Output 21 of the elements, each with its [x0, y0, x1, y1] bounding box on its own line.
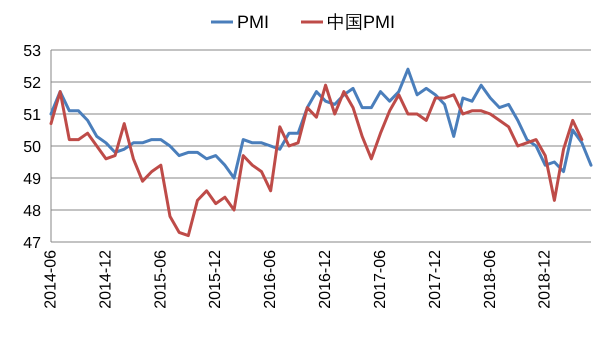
y-tick-label: 48	[23, 203, 42, 220]
line-series	[50, 84, 584, 238]
legend-label: 中国PMI	[327, 12, 396, 32]
y-tick-label: 53	[23, 43, 42, 60]
x-tick-label: 2015-12	[207, 250, 224, 309]
x-tick-label: 2018-06	[482, 250, 499, 309]
y-tick-label: 49	[23, 171, 42, 188]
y-tick-label: 50	[23, 139, 42, 156]
line-series	[50, 68, 592, 180]
y-tick-label: 51	[23, 107, 42, 124]
x-tick-label: 2017-06	[372, 250, 389, 309]
x-tick-label: 2016-06	[262, 250, 280, 309]
y-tick-label: 52	[23, 75, 42, 92]
x-tick-label: 2017-12	[426, 250, 444, 309]
x-tick-label: 2015-06	[152, 250, 170, 309]
x-tick-label: 2014-06	[42, 250, 60, 309]
x-tick-label: 2014-12	[97, 250, 114, 309]
y-tick-label: 47	[23, 235, 42, 252]
x-tick-label: 2016-12	[317, 250, 334, 309]
legend-label: PMI	[236, 12, 269, 32]
x-tick-label: 2018-12	[536, 250, 554, 309]
